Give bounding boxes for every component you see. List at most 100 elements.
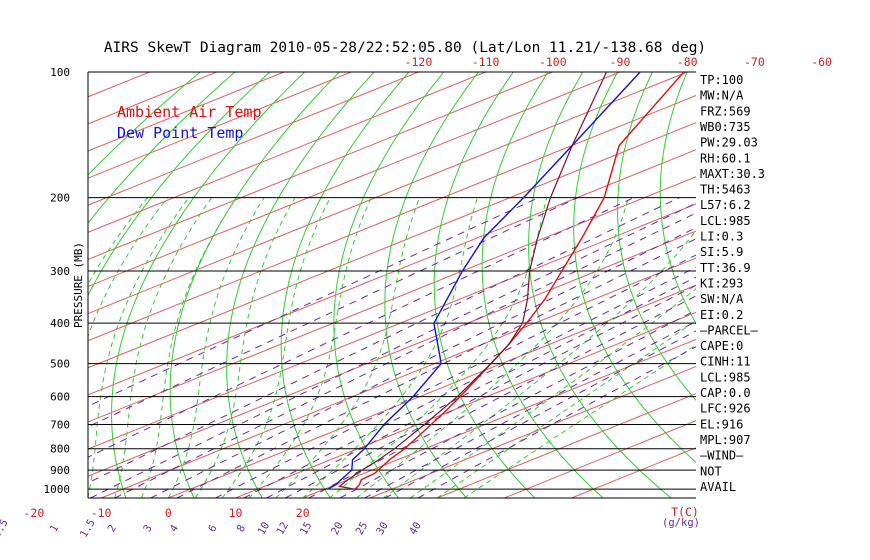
mixing-ratio-tick-label: 0.5 [0,517,11,539]
dry-adiabat-line [528,72,672,498]
mixing-ratio-line [384,330,696,498]
pressure-tick-label: 900 [50,464,70,477]
dry-adiabat-line [280,72,410,498]
stability-index-label: CAP:0.0 [700,386,751,400]
dry-adiabat-line [481,72,604,498]
sounding-series [327,72,685,490]
moist-adiabat-line [382,229,696,498]
pressure-tick-label: 600 [50,391,70,404]
top-temperature-tick-label: -120 [405,55,433,69]
mixing-ratio-line [339,309,696,498]
stability-index-label: —WIND— [700,449,744,463]
moist-adiabat-line [409,288,696,498]
mixing-ratio-line [417,346,696,498]
top-temperature-tick-label: -90 [610,55,631,69]
bottom-temperature-tick-label: 20 [296,506,310,520]
isotherm-line [88,149,696,396]
isotherm-line [88,95,696,342]
pressure-tick-labels: 100 200 300 400 500 600 700 800 900 1000 [44,66,71,496]
moist-adiabat-line [88,197,168,338]
dry-adiabat-line [88,72,271,297]
stability-index-label: SW:N/A [700,292,744,306]
stability-index-label: SI:5.9 [700,245,743,259]
pressure-tick-label: 400 [50,317,70,330]
top-temperature-tick-label: -110 [472,55,500,69]
legend: Ambient Air Temp Dew Point Temp [117,103,262,142]
pressure-tick-label: 800 [50,443,70,456]
moist-adiabat-line [463,344,696,498]
moist-adiabat-line [221,197,331,498]
moist-adiabat-line [248,197,372,498]
pressure-tick-label: 300 [50,265,70,278]
dry-adiabat-line [333,72,445,498]
dry-adiabat-line [742,72,870,498]
mixing-ratio-tick-label: 3 [141,523,155,534]
stability-index-label: TH:5463 [700,183,751,197]
moist-adiabat-line [329,197,548,498]
top-temperature-tick-label: -70 [744,55,765,69]
legend-dew-point-temp: Dew Point Temp [117,124,243,142]
bottom-temperature-tick-label: -10 [91,506,112,520]
mixing-ratio-line [88,197,539,407]
stability-index-label: LI:0.3 [700,230,743,244]
mixing-ratio-tick-label: 20 [329,520,346,537]
stability-index-label: L57:6.2 [700,198,751,212]
mixing-ratio-lines [88,197,696,498]
dry-adiabat-line [820,72,870,498]
mixing-ratio-line [90,202,696,498]
mixing-ratio-line [88,197,579,428]
top-temperature-tick-labels: -120-110-100-90-80-70-60-50-40 [405,55,833,69]
legend-ambient-air-temp: Ambient Air Temp [117,103,262,121]
mixing-ratio-line [88,197,635,458]
isotherm-line [369,365,696,498]
top-temperature-tick-label: -80 [677,55,698,69]
dry-adiabat-line [858,72,870,498]
stability-index-label: NOT [700,464,722,478]
isotherm-line [88,203,696,450]
stability-index-label: TP:100 [700,73,743,87]
mixing-ratio-tick-label: 15 [298,520,315,537]
mixing-ratio-line [114,212,696,498]
temperature-line [354,72,685,490]
chart-title: AIRS SkewT Diagram 2010-05-28/22:52:05.8… [104,40,706,56]
mixing-ratio-tick-label: 1 [48,523,62,534]
stability-index-label: LCL:985 [700,370,751,384]
stability-index-label: MPL:907 [700,433,751,447]
stability-index-label: —PARCEL— [700,323,759,337]
isotherm-line [168,284,696,498]
stability-index-label: CINH:11 [700,355,751,369]
stability-index-label: CAPE:0 [700,339,743,353]
moist-adiabat-line [275,197,421,498]
mixing-ratio-line [215,254,696,498]
moist-adiabat-line [167,197,265,498]
pressure-tick-label: 500 [50,358,70,371]
isotherm-line [88,230,696,477]
y-axis-label: PRESSURE (MB) [72,242,85,328]
dry-adiabat-line [782,72,870,498]
mixing-ratio-tick-label: 4 [168,523,182,534]
stability-index-label: RH:60.1 [700,151,751,165]
mixing-ratio-tick-label: 8 [235,523,249,534]
mixing-ratio-tick-label: 10 [256,520,273,537]
top-temperature-tick-label: -100 [539,55,567,69]
stability-index-label: PW:29.03 [700,136,758,150]
isotherm-line [88,72,621,288]
isotherm-line [302,338,696,498]
mixing-ratio-line [176,238,696,498]
moist-adiabat-line [194,197,296,498]
stability-index-label: AVAIL [700,480,736,494]
stability-index-label: EL:916 [700,417,743,431]
temperature-unit-label: T(C) [671,505,699,519]
isotherm-line [88,72,486,233]
mixing-ratio-line [266,276,696,498]
bottom-temperature-tick-label: -20 [24,506,45,520]
isotherm-line [504,420,696,498]
moist-adiabat-line [436,319,696,498]
mixing-ratio-line [88,197,680,484]
pressure-tick-label: 700 [50,419,70,432]
dry-adiabat-line [573,72,696,464]
moist-adiabat-line [302,197,478,498]
mixing-ratio-line [243,266,696,498]
